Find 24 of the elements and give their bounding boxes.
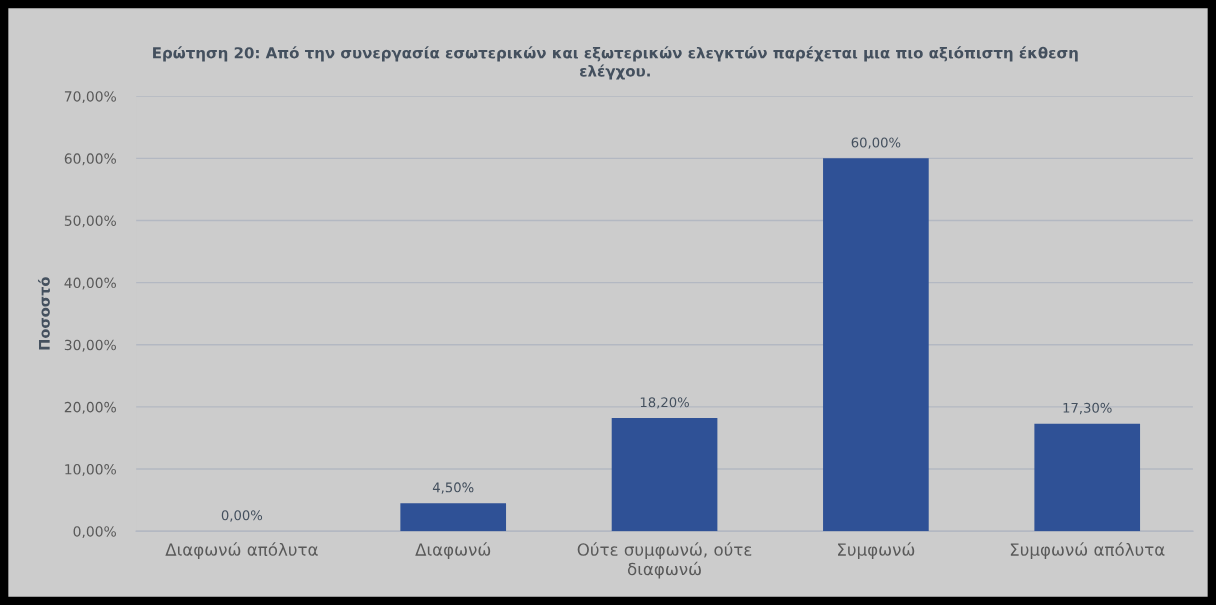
data-label: 17,30% — [1063, 402, 1112, 415]
x-tick-label: Διαφωνώ — [415, 542, 491, 560]
x-tick-label: Ούτε συμφωνώ, ούτε διαφωνώ — [577, 542, 752, 579]
data-label: 18,20% — [640, 397, 689, 409]
x-tick-label: Συμφωνώ απόλυτα — [1010, 542, 1165, 560]
bar — [1034, 423, 1141, 532]
y-tick-label: 50,00% — [64, 215, 116, 228]
y-tick-label: 10,00% — [65, 464, 116, 476]
y-axis-title: Ποσοστό — [37, 277, 50, 350]
y-tick-label: 30,00% — [64, 339, 116, 352]
x-tick-label: Συμφωνώ — [838, 542, 915, 560]
y-tick-label: 60,00% — [64, 153, 116, 166]
y-tick-label: 40,00% — [64, 277, 116, 290]
chart-title: Ερώτηση 20: Από την συνεργασία εσωτερικών και εξωτερικών ελεγκτών παρέχεται μια πιο αξιόπιστη έκθεση ελέγχου. — [153, 46, 1078, 80]
y-tick-label: 20,00% — [64, 401, 116, 414]
x-tick-label: Διαφωνώ απόλυτα — [165, 542, 318, 560]
data-label: 0,00% — [221, 510, 263, 522]
y-tick-label: 0,00% — [73, 526, 116, 539]
bar — [400, 503, 507, 532]
y-tick-label: 70,00% — [64, 91, 116, 104]
data-label: 4,50% — [432, 482, 474, 494]
bar — [823, 158, 929, 532]
bar — [611, 418, 718, 532]
data-label: 60,00% — [851, 137, 901, 149]
